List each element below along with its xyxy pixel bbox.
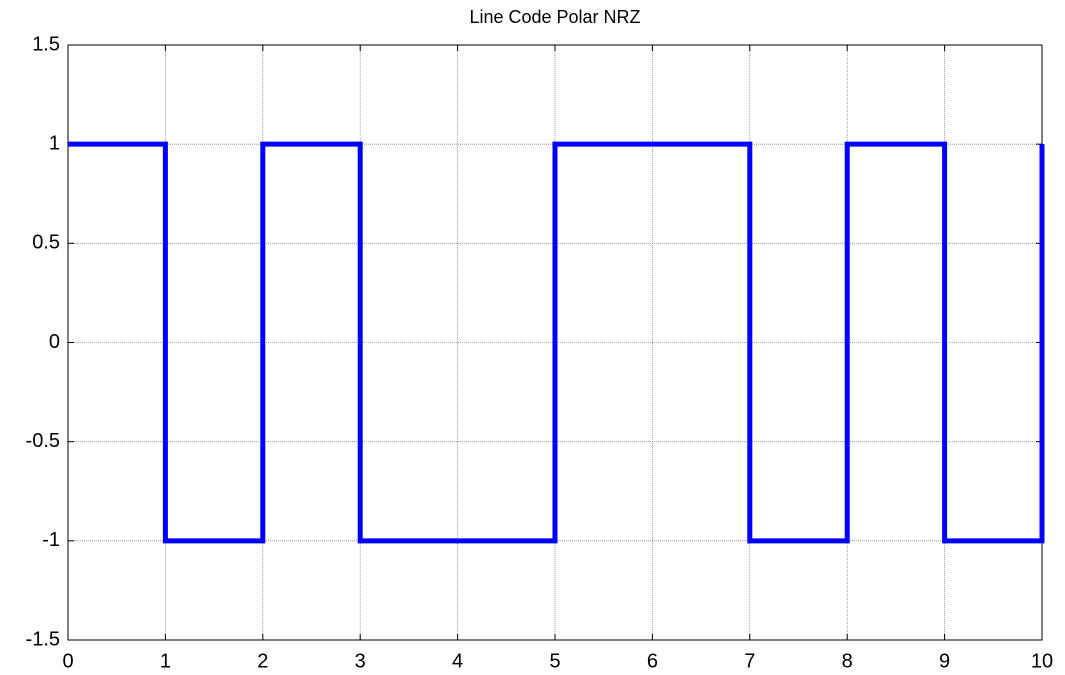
y-tick-label: -1.5 (26, 628, 60, 650)
x-tick-label: 10 (1031, 650, 1053, 672)
y-tick-label: -1 (42, 529, 60, 551)
data-line (68, 141, 1045, 544)
y-tick-label: 0 (49, 331, 60, 353)
x-tick-label: 7 (744, 650, 755, 672)
x-tick-label: 6 (647, 650, 658, 672)
y-tick-label: 0.5 (32, 232, 60, 254)
chart-title: Line Code Polar NRZ (469, 7, 640, 27)
x-tick-label: 9 (939, 650, 950, 672)
y-tick-label: 1 (49, 132, 60, 154)
x-tick-label: 4 (452, 650, 463, 672)
x-tick-label: 1 (160, 650, 171, 672)
x-tick-label: 8 (842, 650, 853, 672)
x-tick-label: 5 (549, 650, 560, 672)
x-tick-label: 2 (257, 650, 268, 672)
x-tick-label: 3 (355, 650, 366, 672)
y-tick-label: -0.5 (26, 430, 60, 452)
y-tick-label: 1.5 (32, 33, 60, 55)
x-tick-label: 0 (62, 650, 73, 672)
